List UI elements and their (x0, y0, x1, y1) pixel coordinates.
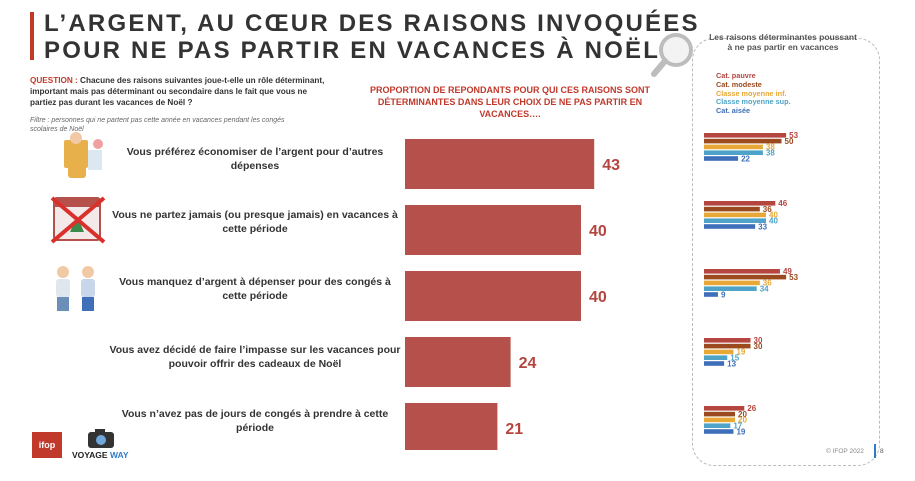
reason-label-3: Vous manquez d’argent à dépenser pour de… (119, 276, 391, 302)
saving-woman-icon (64, 132, 103, 178)
main-bar-3 (405, 271, 581, 321)
side-bar-g3-s5 (704, 292, 718, 297)
side-bar-value-g4-s2: 30 (754, 342, 763, 351)
side-bar-g3-s2 (704, 274, 787, 280)
side-bar-value-g4-s1: 30 (754, 336, 763, 345)
side-bar-value-g1-s3: 38 (766, 143, 775, 152)
side-bar-value-g2-s2: 36 (763, 205, 772, 214)
side-bar-g4-s3 (704, 349, 734, 355)
side-bar-value-g5-s4: 17 (733, 422, 742, 431)
reason-label-5: Vous n’avez pas de jours de congés à pre… (121, 408, 389, 434)
voyage-way-camera-logo (88, 429, 114, 448)
side-bar-g5-s4 (704, 423, 731, 428)
side-bar-value-g3-s1: 49 (783, 267, 792, 276)
side-bar-g5-s2 (704, 411, 735, 417)
main-bar-chart: 43 40 40 24 21 (405, 139, 620, 450)
title-accent-bar (30, 12, 34, 60)
question-filter: Filtre : personnes qui ne partent pas ce… (30, 117, 285, 133)
side-bar-g4-s1 (704, 338, 751, 343)
ifop-logo: ifop (32, 432, 62, 458)
main-chart-heading: PROPORTION DE REPONDANTS POUR QUI CES RA… (369, 85, 651, 119)
side-panel-legend: Cat. pauvre Cat. modeste Classe moyenne … (716, 71, 791, 116)
crossed-calendar-icon (50, 196, 106, 244)
main-bar-value-3: 40 (589, 289, 607, 306)
side-bar-value-g4-s4: 15 (730, 354, 739, 363)
side-bar-value-g5-s3: 20 (738, 416, 747, 425)
side-bar-value-g3-s2: 53 (789, 273, 798, 282)
main-bar-2 (405, 205, 581, 255)
side-bar-g1-s4 (704, 150, 763, 155)
side-bar-value-g3-s5: 9 (721, 290, 726, 299)
side-bar-value-g3-s3: 36 (763, 279, 772, 288)
side-bar-value-g1-s4: 38 (766, 149, 775, 158)
way-word: WAY (109, 450, 129, 460)
page-title-line-2: POUR NE PAS PARTIR EN VACANCES À NOËL (44, 37, 661, 64)
main-bar-5 (405, 403, 498, 450)
side-panel-title: Les raisons déterminantes poussant à ne … (709, 32, 857, 52)
main-bar-1 (405, 139, 595, 189)
side-panel-frame (692, 38, 880, 466)
main-bar-value-2: 40 (589, 223, 607, 240)
voyage-word: VOYAGE (72, 450, 108, 460)
legend-item-pauvre: Cat. pauvre (716, 71, 756, 80)
side-bar-g3-s4 (704, 286, 757, 291)
side-breakdown-chart: 5350383822463640403349533634930301915132… (704, 131, 799, 436)
copyright-text: © IFOP 2022 (826, 448, 864, 455)
legend-item-moyenne-sup: Classe moyenne sup. (716, 97, 791, 107)
side-bar-g4-s5 (704, 361, 725, 366)
side-bar-value-g4-s3: 19 (736, 348, 745, 357)
side-bar-value-g1-s1: 53 (789, 131, 798, 140)
side-bar-g5-s3 (704, 417, 735, 423)
side-bar-g1-s2 (704, 138, 782, 144)
voyage-way-logo-text: VOYAGE WAY (72, 450, 129, 460)
question-block: QUESTION : Chacune des raisons suivantes… (30, 75, 330, 108)
side-bar-value-g2-s3: 40 (769, 211, 778, 220)
side-bar-g1-s3 (704, 144, 763, 150)
side-bar-g5-s1 (704, 406, 745, 411)
side-bar-g3-s1 (704, 269, 780, 274)
side-bar-g5-s5 (704, 429, 734, 434)
reason-label-2: Vous ne partez jamais (ou presque jamais… (112, 209, 398, 235)
side-bar-g4-s2 (704, 343, 751, 349)
page-number: 8 (880, 448, 884, 455)
side-bar-g2-s4 (704, 218, 766, 223)
main-bar-value-4: 24 (519, 355, 537, 372)
side-bar-value-g2-s5: 33 (758, 222, 767, 231)
page-title-line-1: L’ARGENT, AU CŒUR DES RAISONS INVOQUÉES (44, 10, 700, 37)
question-label: QUESTION : (30, 76, 78, 85)
page-number-accent (874, 444, 876, 458)
side-bar-value-g1-s5: 22 (741, 154, 750, 163)
legend-item-moyenne-inf: Classe moyenne inf. (716, 88, 787, 98)
side-bar-value-g1-s2: 50 (785, 137, 794, 146)
main-bar-value-1: 43 (602, 157, 620, 174)
side-bar-value-g5-s2: 20 (738, 410, 747, 419)
side-bar-g3-s3 (704, 280, 760, 286)
side-bar-g4-s4 (704, 355, 728, 360)
main-bar-4 (405, 337, 511, 387)
side-bar-g2-s2 (704, 206, 760, 212)
main-bar-value-5: 21 (505, 421, 523, 438)
side-bar-value-g2-s1: 46 (778, 199, 787, 208)
side-bar-g1-s5 (704, 156, 739, 161)
reason-label-4: Vous avez décidé de faire l’impasse sur … (109, 344, 401, 370)
side-bar-value-g2-s4: 40 (769, 217, 778, 226)
legend-item-modeste: Cat. modeste (716, 79, 762, 89)
side-bar-g2-s5 (704, 224, 756, 229)
side-bar-g1-s1 (704, 133, 787, 138)
legend-item-aisee: Cat. aisée (716, 106, 751, 116)
question-text: Chacune des raisons suivantes joue-t-ell… (30, 76, 325, 107)
side-bar-value-g5-s1: 26 (747, 404, 756, 413)
magnifier-icon (651, 33, 693, 77)
side-bar-value-g5-s5: 19 (736, 427, 745, 436)
reason-label-1: Vous préférez économiser de l’argent pou… (126, 146, 384, 172)
side-bar-value-g3-s4: 34 (760, 285, 769, 294)
side-bar-g2-s1 (704, 201, 776, 206)
side-bar-g2-s3 (704, 212, 766, 218)
empty-pockets-couple-icon (56, 266, 95, 311)
side-bar-value-g4-s5: 13 (727, 359, 736, 368)
